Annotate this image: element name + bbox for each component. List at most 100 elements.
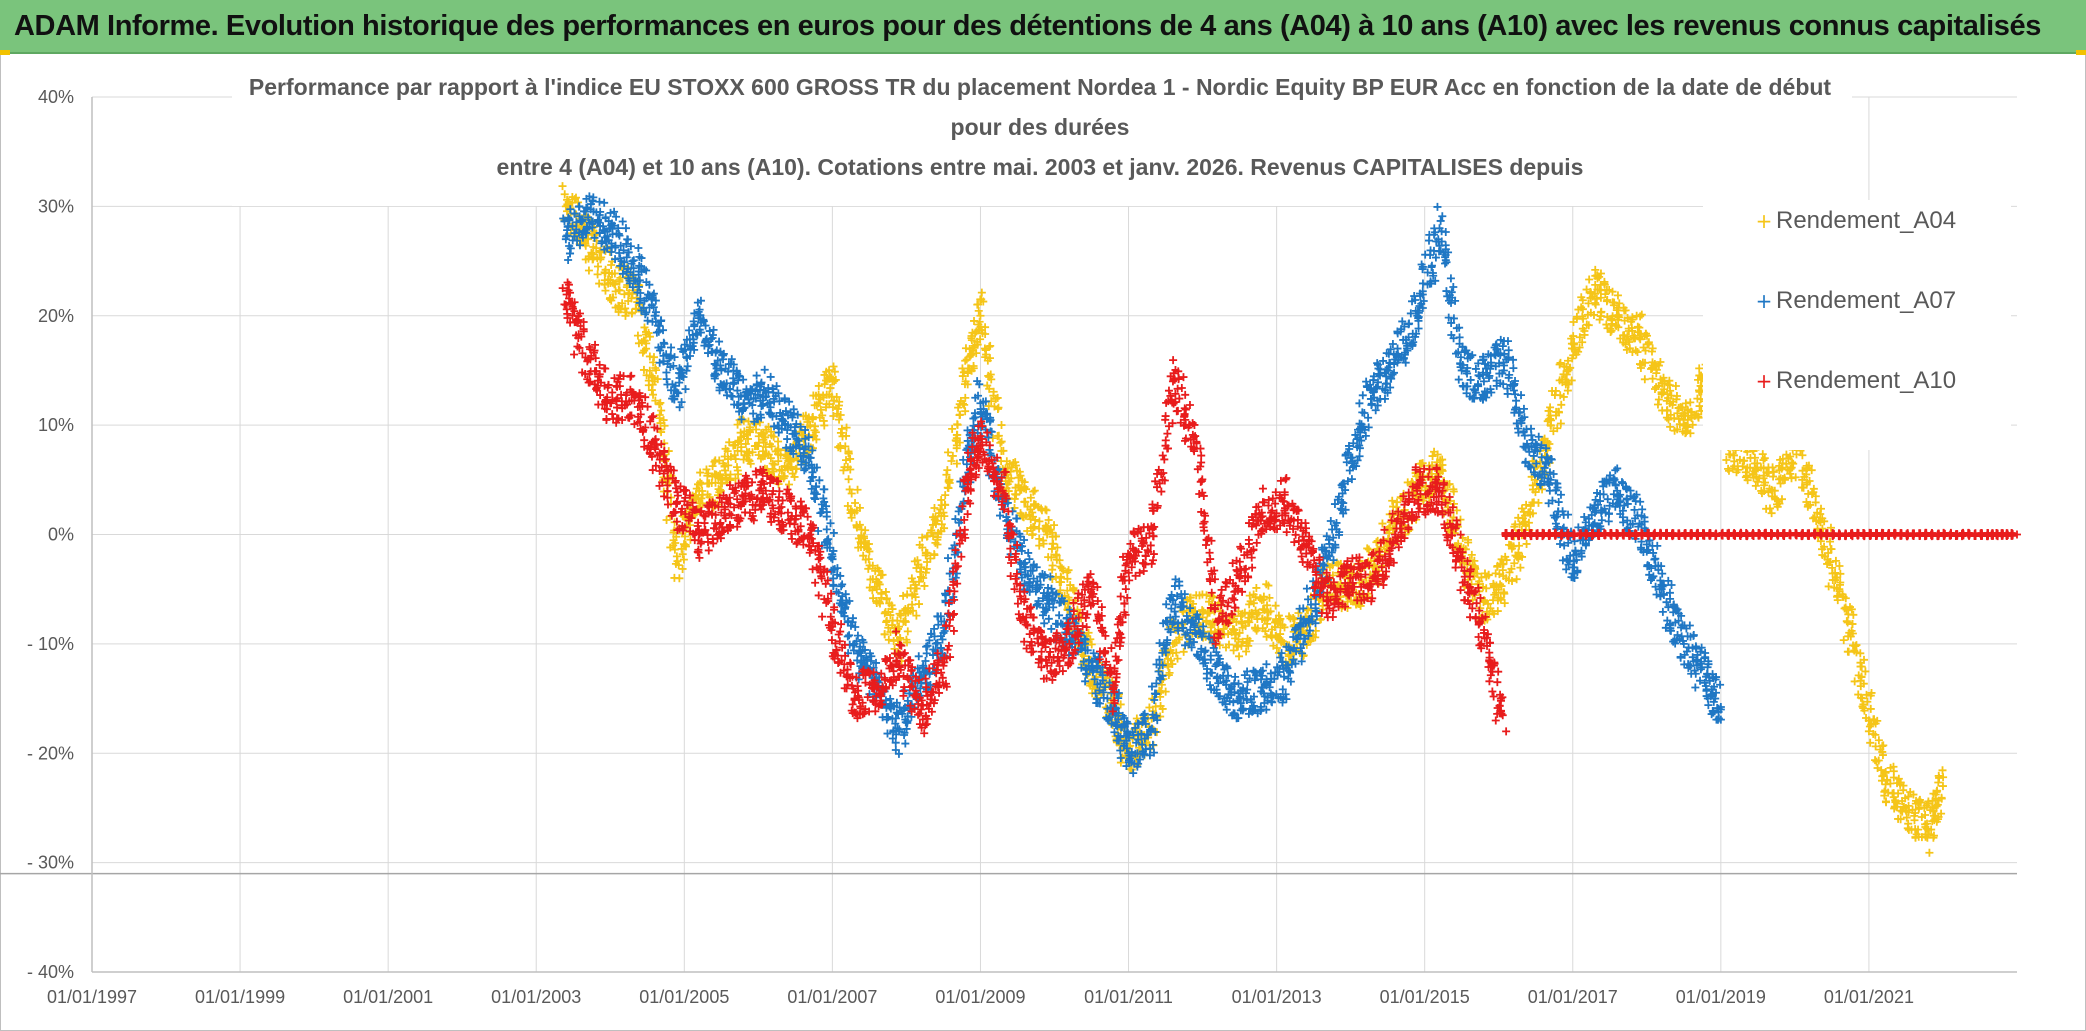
data-point-0 [944, 477, 953, 486]
data-point-1 [1427, 261, 1436, 270]
data-point-0 [915, 577, 924, 586]
data-point-1 [1653, 541, 1662, 550]
data-point-0 [1018, 476, 1027, 485]
data-point-0 [608, 293, 617, 302]
data-point-0 [929, 532, 938, 541]
data-point-0 [907, 574, 916, 583]
data-point-1 [853, 631, 862, 640]
data-point-1 [1438, 212, 1447, 221]
data-point-0 [842, 456, 851, 465]
data-point-1 [1509, 364, 1518, 373]
data-point-0 [948, 424, 957, 433]
data-point-0 [1903, 824, 1912, 833]
data-point-0 [910, 590, 919, 599]
data-point-0 [974, 320, 983, 329]
data-point-0 [770, 460, 779, 469]
data-point-0 [731, 474, 740, 483]
data-point-1 [1619, 518, 1628, 527]
data-point-0 [969, 362, 978, 371]
data-point-0 [1048, 565, 1057, 574]
data-point-0 [783, 451, 792, 460]
data-point-0 [859, 532, 868, 541]
data-point-0 [930, 550, 939, 559]
data-point-0 [1031, 515, 1040, 524]
data-point-0 [674, 561, 683, 570]
data-point-0 [640, 323, 649, 332]
data-point-0 [976, 335, 985, 344]
data-point-0 [780, 472, 789, 481]
data-point-0 [843, 501, 852, 510]
data-point-0 [844, 475, 853, 484]
data-point-0 [767, 427, 776, 436]
data-point-0 [1882, 798, 1891, 807]
data-point-0 [888, 605, 897, 614]
data-point-0 [889, 636, 898, 645]
data-point-0 [760, 433, 769, 442]
data-point-0 [1839, 636, 1848, 645]
data-point-0 [929, 513, 938, 522]
data-point-0 [895, 609, 904, 618]
data-point-0 [818, 411, 827, 420]
data-point-0 [733, 420, 742, 429]
data-point-1 [1691, 683, 1700, 692]
data-point-0 [621, 311, 630, 320]
data-point-0 [990, 402, 999, 411]
data-point-0 [571, 193, 580, 202]
data-point-0 [845, 485, 854, 494]
data-point-0 [1686, 398, 1695, 407]
data-point-0 [825, 390, 834, 399]
data-point-0 [920, 581, 929, 590]
data-point-1 [1527, 431, 1536, 440]
data-point-0 [910, 557, 919, 566]
data-point-1 [1556, 540, 1565, 549]
data-point-0 [574, 198, 583, 207]
data-point-0 [921, 568, 930, 577]
data-point-0 [1671, 382, 1680, 391]
data-point-0 [840, 463, 849, 472]
data-point-0 [875, 598, 884, 607]
data-point-0 [785, 456, 794, 465]
data-point-0 [1030, 522, 1039, 531]
data-point-0 [933, 516, 942, 525]
data-point-0 [967, 366, 976, 375]
data-point-0 [942, 470, 951, 479]
data-point-1 [1512, 396, 1521, 405]
data-point-0 [836, 444, 845, 453]
data-point-0 [1030, 486, 1039, 495]
data-point-1 [1425, 236, 1433, 245]
data-point-1 [1569, 573, 1578, 582]
data-point-0 [1049, 539, 1058, 548]
data-point-1 [886, 694, 895, 703]
data-point-0 [735, 436, 744, 445]
data-point-0 [1235, 652, 1244, 661]
data-point-0 [941, 500, 950, 509]
data-point-0 [1640, 375, 1649, 384]
data-point-0 [893, 616, 902, 625]
data-point-0 [1021, 511, 1030, 520]
data-point-0 [1028, 508, 1037, 517]
data-point-0 [678, 550, 687, 559]
data-point-0 [842, 423, 851, 432]
data-point-0 [1042, 506, 1051, 515]
data-point-0 [597, 253, 606, 262]
data-point-0 [1053, 543, 1062, 552]
data-point-0 [922, 548, 931, 557]
data-point-0 [1014, 481, 1023, 490]
data-point-0 [696, 468, 705, 477]
data-point-1 [1055, 611, 1064, 620]
data-point-0 [1938, 766, 1947, 775]
data-point-0 [592, 244, 601, 253]
data-point-0 [744, 434, 752, 443]
data-point-0 [698, 499, 707, 508]
data-point-0 [1271, 601, 1280, 610]
data-point-0 [680, 532, 689, 541]
data-point-1 [914, 652, 923, 661]
data-point-0 [1843, 647, 1852, 656]
data-point-0 [1635, 323, 1644, 332]
data-point-0 [655, 414, 664, 423]
data-point-0 [880, 630, 889, 639]
data-point-0 [600, 280, 609, 289]
data-point-0 [581, 239, 590, 248]
data-point-0 [610, 269, 619, 278]
data-point-0 [999, 446, 1008, 455]
